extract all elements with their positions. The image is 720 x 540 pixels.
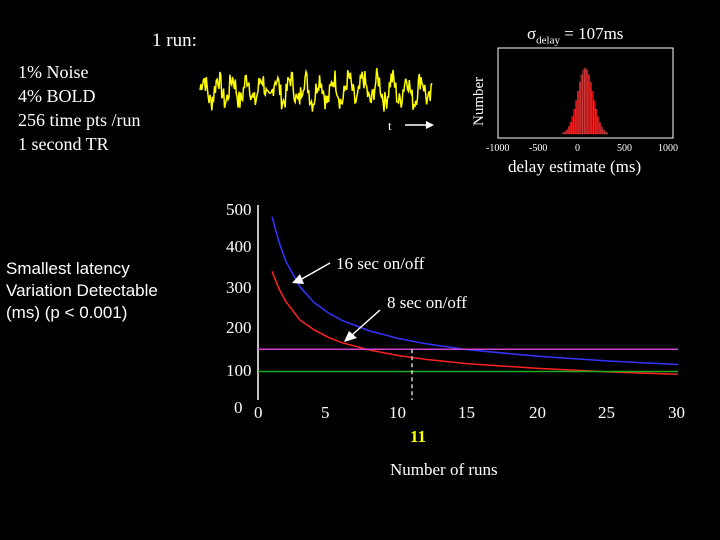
histogram-bar xyxy=(566,129,568,135)
histogram-xlabel: delay estimate (ms) xyxy=(508,157,641,176)
sigma-value: = 107ms xyxy=(564,24,624,43)
x-tick-label: 20 xyxy=(529,403,546,422)
hist-xtick: 500 xyxy=(617,143,632,154)
histogram-xticks: -1000 -500 0 500 1000 xyxy=(486,143,678,154)
hist-xtick: -500 xyxy=(529,143,547,154)
y-tick-label: 300 xyxy=(226,278,252,297)
histogram-bar xyxy=(575,100,578,135)
main-ylabel-line2: Variation Detectable xyxy=(6,281,158,300)
marker-label: 11 xyxy=(410,427,426,446)
timeseries-line xyxy=(199,67,433,112)
hist-xtick: 0 xyxy=(575,143,580,154)
histogram-bar xyxy=(584,67,587,135)
y-tick-label: 100 xyxy=(226,361,252,380)
histogram-bar xyxy=(577,91,579,135)
histogram-bar xyxy=(573,109,576,135)
annotation-8sec: 8 sec on/off xyxy=(387,293,467,312)
histogram-bar xyxy=(562,132,565,135)
run-label: 1 run: xyxy=(152,30,197,51)
histogram-bar xyxy=(597,116,599,135)
x-tick-label: 0 xyxy=(254,403,263,422)
histogram-bar xyxy=(595,109,598,135)
param-noise: 1% Noise xyxy=(18,62,89,82)
histogram-bar xyxy=(571,116,574,135)
hist-xtick: 1000 xyxy=(658,143,678,154)
y-ticks: 500 400 300 200 100 0 xyxy=(226,200,252,417)
series-line-0 xyxy=(271,216,679,366)
param-tr: 1 second TR xyxy=(18,134,109,154)
x-tick-label: 10 xyxy=(389,403,406,422)
histogram-frame xyxy=(497,47,674,139)
main-chart: 500 400 300 200 100 0 0 5 10 15 20 25 30… xyxy=(226,200,685,479)
param-timepoints: 256 time pts /run xyxy=(18,110,141,130)
annotation-16sec-arrowhead xyxy=(292,274,304,284)
histogram-bar xyxy=(564,131,567,135)
histogram-bar xyxy=(606,132,609,135)
histogram-bar xyxy=(599,122,601,135)
y-tick-label: 0 xyxy=(234,398,243,417)
histogram-bar xyxy=(580,74,583,135)
histogram-ylabel: Number xyxy=(471,77,487,126)
hist-xtick: -1000 xyxy=(486,143,509,154)
param-bold: 4% BOLD xyxy=(18,86,96,106)
histogram-bar xyxy=(602,129,605,135)
sigma-label: σdelay = 107ms xyxy=(527,24,623,46)
series-line-1 xyxy=(271,271,679,376)
histogram-bar xyxy=(578,82,581,135)
series-group xyxy=(258,216,679,376)
x-tick-label: 25 xyxy=(598,403,615,422)
timeseries: t xyxy=(199,67,434,133)
histogram-bar xyxy=(589,82,592,135)
histogram-bars xyxy=(562,67,609,135)
histogram-bar xyxy=(604,131,607,135)
histogram-bar xyxy=(600,126,603,135)
histogram-bar xyxy=(591,91,594,135)
histogram-bar xyxy=(569,122,572,135)
time-arrow-head xyxy=(426,121,434,129)
annotation-16sec: 16 sec on/off xyxy=(336,254,425,273)
histogram-bar xyxy=(568,126,570,135)
sigma-subscript: delay xyxy=(536,34,560,47)
annotation-8sec-arrow xyxy=(351,309,381,336)
parameter-list: 1% Noise 4% BOLD 256 time pts /run 1 sec… xyxy=(18,60,141,156)
timeseries-axis-label: t xyxy=(388,118,392,133)
annotation-16sec-arrow xyxy=(299,262,331,281)
y-tick-label: 500 xyxy=(226,200,252,219)
x-axis-label: Number of runs xyxy=(390,460,498,479)
x-tick-label: 30 xyxy=(668,403,685,422)
main-ylabel-line1: Smallest latency xyxy=(6,259,130,278)
histogram-bar xyxy=(593,100,596,135)
histogram-bar xyxy=(586,69,588,135)
main-ylabel: Smallest latency Variation Detectable (m… xyxy=(6,258,158,324)
y-tick-label: 200 xyxy=(226,318,252,337)
histogram: Number -1000 -500 0 500 1000 delay estim… xyxy=(471,47,678,176)
x-tick-label: 15 xyxy=(458,403,475,422)
annotation-8sec-arrowhead xyxy=(344,331,357,342)
x-tick-label: 5 xyxy=(321,403,330,422)
x-ticks: 0 5 10 15 20 25 30 xyxy=(254,403,685,422)
main-ylabel-line3: (ms) (p < 0.001) xyxy=(6,303,128,322)
histogram-bar xyxy=(582,69,585,135)
y-tick-label: 400 xyxy=(226,237,252,256)
histogram-bar xyxy=(588,74,590,135)
sigma-symbol: σ xyxy=(527,24,537,43)
